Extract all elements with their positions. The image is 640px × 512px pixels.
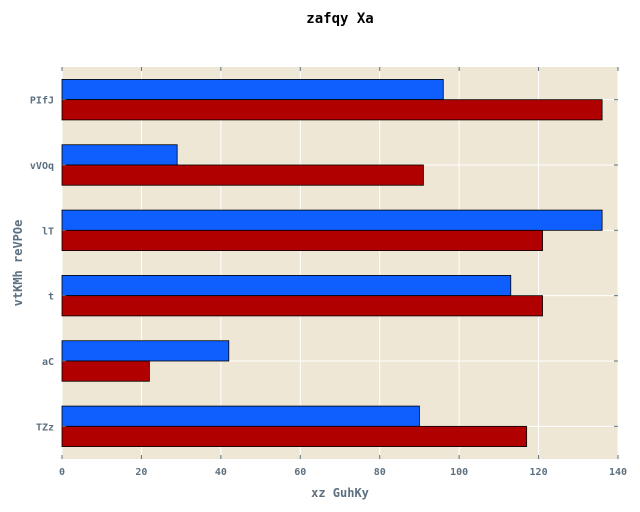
bar-series-1 — [61, 405, 420, 427]
bar-series-2 — [61, 229, 543, 251]
bar-series-2 — [61, 360, 150, 382]
x-tick-label: 0 — [59, 467, 65, 478]
y-tick-label: t — [48, 292, 54, 303]
y-tick-label: aC — [42, 357, 54, 368]
bar-series-1 — [61, 275, 512, 297]
bar-series-1 — [61, 79, 444, 101]
x-tick-label: 20 — [135, 467, 147, 478]
y-tick-label: PIfJ — [30, 96, 54, 107]
x-tick-label: 60 — [294, 467, 306, 478]
bar-series-2 — [61, 425, 528, 447]
y-tick-label: TZz — [36, 422, 54, 433]
x-tick-label: 120 — [530, 467, 548, 478]
y-axis-ticks: TZz aC t lT vVOq PIfJ — [30, 96, 618, 433]
bars — [61, 79, 603, 447]
bar-series-2 — [61, 99, 603, 121]
x-tick-label: 40 — [215, 467, 227, 478]
x-axis-ticks: 0 20 40 60 80 100 120 140 — [59, 67, 627, 478]
x-axis-label: xz GuhKy — [311, 486, 369, 500]
x-tick-label: 140 — [609, 467, 627, 478]
x-tick-label: 100 — [450, 467, 468, 478]
bar-series-1 — [61, 340, 230, 362]
chart-title: zafqy Xa — [306, 11, 373, 27]
bar-series-2 — [61, 295, 543, 317]
plot-background — [62, 67, 618, 459]
y-tick-label: lT — [42, 226, 54, 237]
bar-series-1 — [61, 209, 603, 231]
y-tick-label: vVOq — [30, 161, 54, 172]
x-tick-label: 80 — [374, 467, 386, 478]
y-axis-label: vtKMh reVPOe — [11, 220, 25, 307]
bar-series-2 — [61, 164, 424, 186]
bar-series-1 — [61, 144, 178, 166]
